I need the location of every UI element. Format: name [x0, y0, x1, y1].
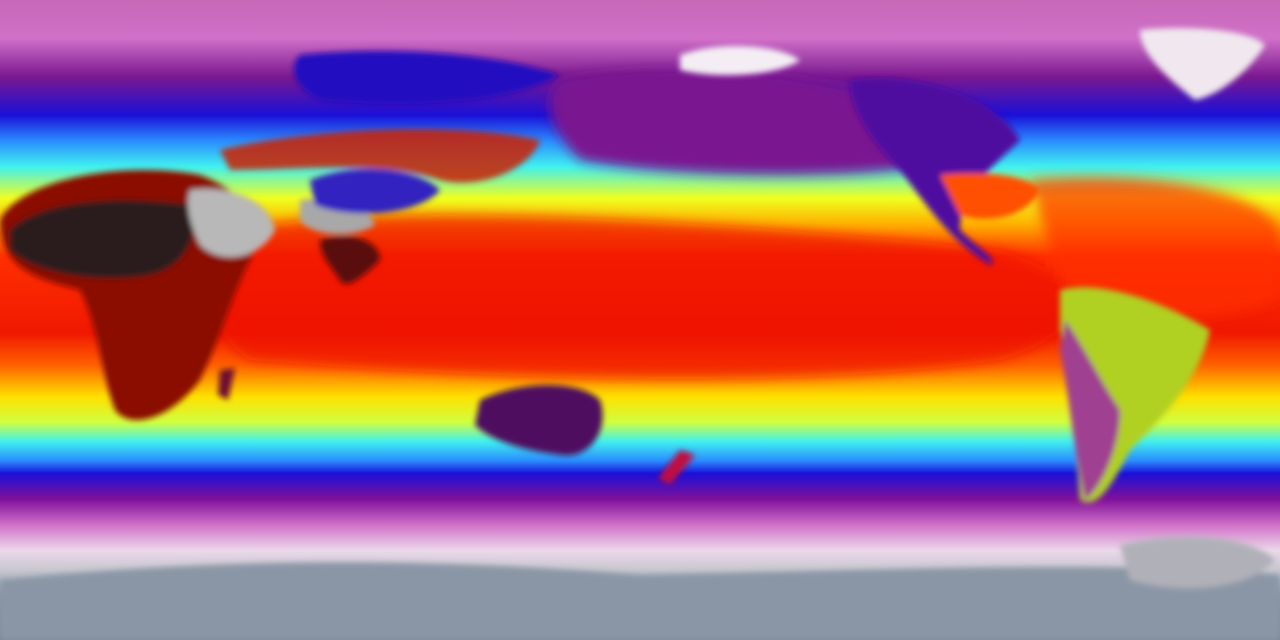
arabia-desert [188, 189, 275, 257]
tibet [310, 169, 440, 214]
greenland [1140, 28, 1265, 100]
asia-land [220, 129, 540, 183]
india [320, 236, 380, 284]
antarctic-peninsula [1120, 536, 1275, 589]
australia [475, 385, 603, 456]
atlantic-warm [1030, 177, 1280, 318]
usa-south [940, 173, 1040, 219]
sahara [10, 200, 194, 279]
andes-patagonia [1060, 320, 1120, 500]
new-zealand [658, 450, 695, 485]
madagascar [218, 368, 235, 400]
north-america [850, 78, 1020, 265]
siberia [294, 51, 560, 104]
arctic-ice [680, 45, 800, 76]
warm-pool [209, 215, 1075, 379]
antarctica [0, 562, 1280, 640]
north-pacific-cold [549, 69, 942, 176]
